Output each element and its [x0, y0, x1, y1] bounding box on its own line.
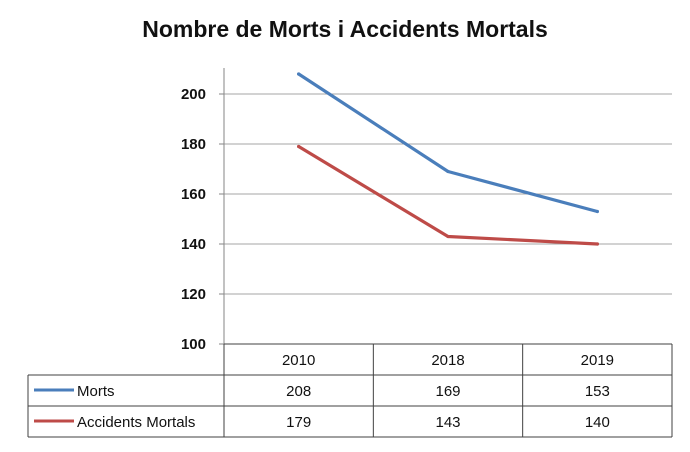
y-tick-label: 120	[181, 286, 206, 303]
legend-label: Morts	[77, 383, 115, 400]
data-point	[446, 169, 450, 174]
series-line	[297, 144, 599, 246]
chart-title: Nombre de Morts i Accidents Mortals	[142, 16, 548, 42]
table-value-cell: 208	[286, 383, 311, 400]
x-category-label: 2019	[581, 352, 614, 369]
data-point	[595, 242, 599, 246]
table-value-cell: 153	[585, 383, 610, 400]
y-tick-label: 180	[181, 136, 206, 153]
y-tick-label: 200	[181, 86, 206, 103]
legend-label: Accidents Mortals	[77, 414, 195, 431]
data-point	[595, 209, 599, 214]
data-point	[446, 234, 450, 239]
series-line	[297, 72, 599, 214]
table-value-cell: 143	[435, 414, 460, 431]
x-category-label: 2018	[431, 352, 464, 369]
table-value-cell: 140	[585, 414, 610, 431]
y-tick-label: 140	[181, 236, 206, 253]
y-tick-label: 160	[181, 186, 206, 203]
data-point	[297, 72, 301, 76]
table-value-cell: 169	[435, 383, 460, 400]
table-value-cell: 179	[286, 414, 311, 431]
x-category-label: 2010	[282, 352, 315, 369]
data-point	[297, 144, 301, 149]
y-tick-label: 100	[181, 336, 206, 353]
